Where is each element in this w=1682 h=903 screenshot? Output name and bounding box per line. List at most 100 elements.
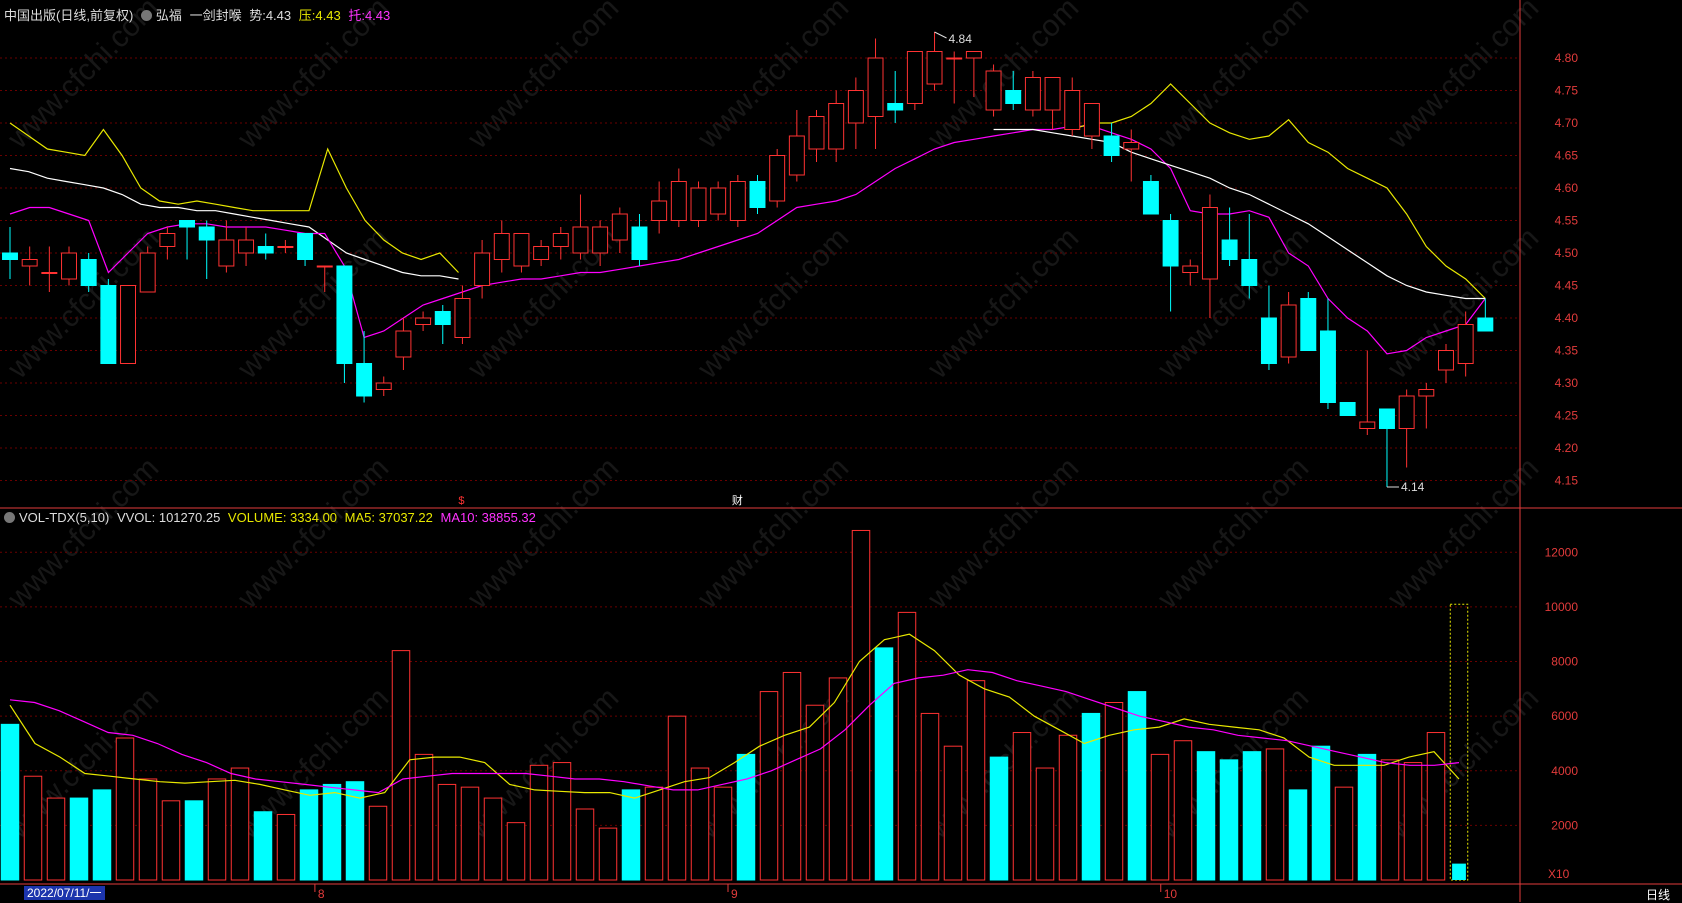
candle-body	[277, 246, 294, 248]
volume-bar	[851, 529, 871, 881]
candle-body	[159, 233, 176, 247]
candle-body	[1280, 304, 1297, 358]
volume-bar	[161, 800, 181, 881]
price-tick-label: 4.30	[1555, 376, 1579, 390]
volume-bar	[759, 691, 779, 881]
candle-body	[41, 272, 58, 274]
candle-body	[120, 285, 137, 364]
candle-body	[375, 382, 392, 390]
candle-body	[965, 51, 982, 59]
volume-bar	[1403, 762, 1423, 881]
volume-bar	[322, 783, 342, 881]
ma5-value: MA5: 37037.22	[344, 510, 433, 525]
candle-body	[198, 226, 215, 241]
watermark-text: www.cfchi.com	[1381, 451, 1545, 615]
candle-body	[1319, 330, 1336, 403]
volume-bar	[1173, 740, 1193, 881]
candle-body	[572, 226, 589, 254]
candle-body	[1103, 135, 1120, 156]
settings-icon[interactable]	[140, 10, 152, 21]
watermark-text: www.cfchi.com	[461, 0, 625, 156]
candle-body	[1123, 142, 1140, 150]
candle-body	[611, 213, 628, 241]
candle-body	[356, 363, 373, 397]
candle-body	[1221, 239, 1238, 260]
candle-body	[808, 116, 825, 150]
volume-bar	[184, 800, 204, 881]
vol-name[interactable]: VOL-TDX(5,10)	[19, 510, 110, 525]
watermark-text: www.cfchi.com	[461, 451, 625, 615]
volume-bar	[1380, 759, 1400, 881]
period-label[interactable]: 日线	[1645, 888, 1670, 902]
candle-body	[1162, 220, 1179, 267]
watermark-text: www.cfchi.com	[921, 221, 1085, 385]
watermark-text: www.cfchi.com	[921, 451, 1085, 615]
candle-body	[1418, 389, 1435, 397]
candle-body	[1142, 181, 1159, 215]
price-tick-label: 4.65	[1555, 149, 1579, 163]
candle-body	[1359, 421, 1376, 429]
event-marker-dollar: $	[458, 495, 464, 507]
current-volume-bar	[1452, 863, 1466, 880]
volume-bar	[345, 781, 365, 881]
shi-value: 4.43	[265, 8, 292, 23]
volume-bar	[1150, 753, 1170, 881]
candle-body	[552, 233, 569, 247]
max-pointer	[934, 31, 947, 39]
volume-bar	[1357, 753, 1377, 881]
candle-body	[1005, 90, 1022, 104]
volume-bar	[736, 753, 756, 881]
volume-tick-label: 8000	[1551, 655, 1578, 669]
candle-body	[670, 181, 687, 221]
volume-bar	[46, 797, 66, 881]
candle-body	[454, 298, 471, 338]
annotations: 4.84 4.14 $ 财 X10	[458, 31, 1570, 881]
stock-name[interactable]: 中国出版	[4, 8, 57, 23]
candle-body	[336, 265, 353, 364]
candle-body	[2, 252, 18, 260]
volume-bar	[299, 789, 319, 881]
tuo-value: 4.43	[364, 8, 391, 23]
candle-body	[474, 252, 491, 286]
price-tick-label: 4.45	[1555, 279, 1579, 293]
volume-bar	[690, 767, 710, 881]
indicator-tuo	[9, 125, 1486, 355]
ma10-value: MA10: 38855.32	[440, 510, 536, 525]
candle-body	[710, 187, 727, 215]
volume-ma10-line	[9, 669, 1460, 794]
candle-body	[828, 103, 845, 150]
indicator-name[interactable]: 弘福	[155, 8, 182, 23]
volume-bar	[1288, 789, 1308, 881]
candle-body	[985, 70, 1002, 111]
multiplier-label: X10	[1548, 867, 1570, 881]
volume-bar	[1449, 603, 1469, 881]
adjust-mode[interactable]: (日线,前复权)	[56, 8, 134, 23]
candle-body	[513, 233, 530, 267]
volume-bar	[391, 650, 411, 881]
volume-bar	[966, 680, 986, 881]
candle-body	[415, 317, 432, 325]
watermark-text: www.cfchi.com	[691, 221, 855, 385]
shi-label: 势:	[249, 8, 266, 23]
price-header: 中国出版(日线,前复权) 弘福 一剑封喉 势:4.43 压:4.43 托:4.4…	[4, 5, 394, 24]
max-price-label: 4.84	[949, 32, 973, 46]
price-tick-label: 4.40	[1555, 311, 1579, 325]
volume-value: VOLUME: 3334.00	[227, 510, 338, 525]
candlesticks	[2, 32, 1494, 487]
cursor-date: 2022/07/11/一	[24, 886, 105, 900]
candle-body	[769, 155, 786, 202]
event-marker-finance: 财	[732, 493, 743, 507]
vvol-value: VVOL: 101270.25	[116, 510, 221, 525]
volume-bar	[0, 723, 20, 881]
volume-bar	[1058, 734, 1078, 881]
price-tick-label: 4.25	[1555, 409, 1579, 423]
watermark-text: www.cfchi.com	[921, 0, 1085, 156]
ya-value: 4.43	[315, 8, 341, 23]
tuo-label: 托:	[348, 8, 365, 23]
volume-header: VOL-TDX(5,10) VVOL: 101270.25 VOLUME: 33…	[4, 510, 540, 525]
volume-bar	[1196, 751, 1216, 881]
volume-bar	[529, 764, 549, 881]
volume-settings-icon[interactable]	[4, 512, 15, 523]
volume-bar	[1334, 786, 1354, 881]
volume-bar	[253, 811, 273, 881]
